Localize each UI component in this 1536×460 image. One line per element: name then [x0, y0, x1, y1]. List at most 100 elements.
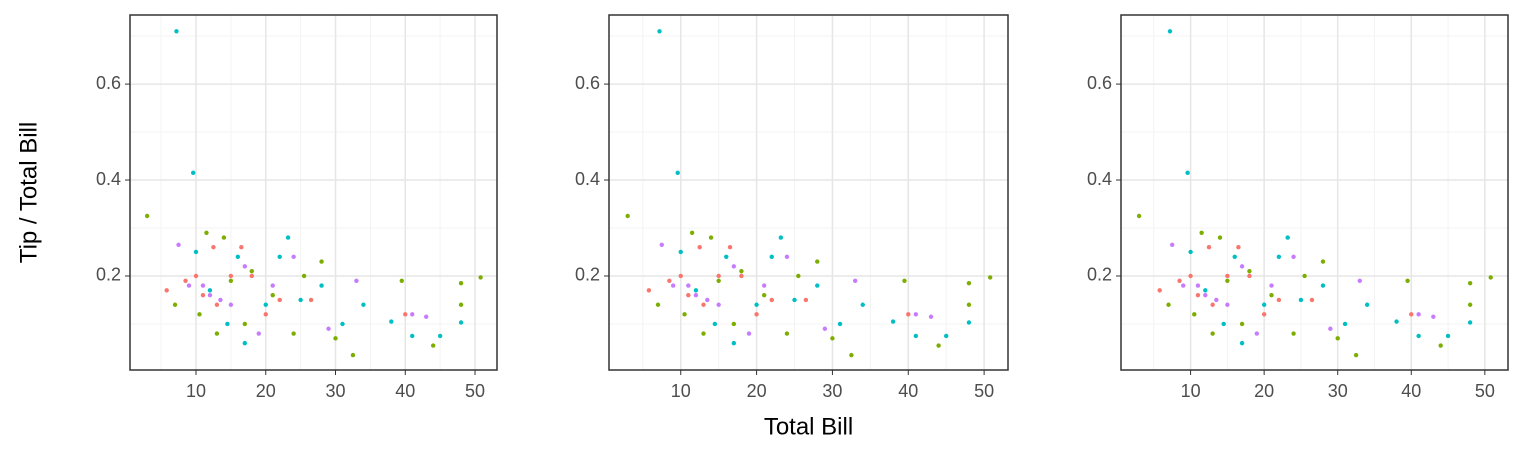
point — [186, 283, 192, 288]
point — [1328, 326, 1333, 331]
point — [1169, 242, 1175, 247]
point — [403, 312, 408, 317]
point — [987, 275, 993, 280]
point — [1320, 259, 1326, 264]
point — [1206, 244, 1212, 250]
point — [966, 320, 972, 325]
point — [191, 170, 196, 176]
point — [625, 213, 630, 219]
point — [1217, 235, 1223, 240]
point — [646, 288, 652, 293]
point — [731, 321, 737, 327]
point — [458, 280, 464, 286]
point — [458, 320, 464, 325]
x-tick-label: 50 — [465, 381, 485, 401]
point — [1261, 312, 1267, 317]
point — [966, 302, 972, 307]
point — [1285, 235, 1290, 240]
point — [852, 278, 858, 283]
point — [193, 273, 199, 279]
point — [1247, 268, 1252, 274]
point — [1254, 331, 1259, 336]
point — [837, 321, 843, 327]
point — [308, 297, 314, 303]
point — [249, 268, 254, 274]
point — [1353, 352, 1359, 358]
point — [1239, 340, 1245, 346]
point — [291, 331, 296, 336]
point — [739, 273, 744, 279]
point — [769, 297, 774, 303]
point — [1188, 273, 1193, 279]
point — [1188, 249, 1193, 255]
point — [716, 278, 721, 283]
point — [1276, 297, 1282, 303]
point — [1416, 312, 1421, 317]
x-tick-label: 40 — [395, 381, 415, 401]
y-tick-label: 0.4 — [575, 169, 600, 189]
point — [242, 264, 248, 269]
point — [326, 326, 331, 331]
point — [943, 333, 949, 339]
point — [1364, 302, 1370, 307]
point — [1445, 333, 1451, 339]
point — [1239, 264, 1245, 269]
point — [144, 213, 150, 219]
point — [1357, 278, 1362, 283]
y-tick-label: 0.2 — [575, 265, 600, 285]
point — [701, 302, 706, 307]
point — [796, 273, 801, 279]
point — [239, 244, 244, 250]
point — [1203, 288, 1208, 293]
x-tick-label: 10 — [671, 381, 691, 401]
panel-border — [1120, 14, 1509, 371]
point — [437, 333, 443, 339]
point — [354, 278, 359, 283]
point — [1269, 283, 1274, 288]
point — [228, 278, 234, 283]
point — [204, 230, 209, 235]
point — [1192, 312, 1197, 317]
point — [1225, 278, 1230, 283]
y-tick-label: 0.4 — [96, 169, 121, 189]
x-tick-label: 40 — [898, 381, 918, 401]
x-axis-label: Total Bill — [764, 413, 853, 440]
point — [655, 302, 661, 307]
point — [1467, 320, 1473, 325]
y-tick-label: 0.4 — [1087, 169, 1112, 189]
point — [727, 244, 733, 250]
point — [176, 242, 181, 247]
point — [890, 319, 896, 324]
point — [333, 336, 338, 341]
point — [754, 312, 759, 317]
point — [693, 292, 699, 298]
point — [705, 297, 710, 303]
x-tick-label: 50 — [974, 381, 994, 401]
point — [263, 312, 268, 317]
point — [678, 273, 683, 279]
point — [693, 288, 699, 293]
point — [686, 283, 691, 288]
point — [1214, 297, 1219, 303]
point — [784, 254, 790, 259]
point — [249, 273, 254, 279]
point — [214, 331, 220, 336]
x-tick-label: 20 — [256, 381, 276, 401]
point — [218, 297, 223, 303]
point — [423, 314, 429, 319]
point — [1236, 244, 1241, 250]
point — [708, 235, 714, 240]
y-tick-label: 0.6 — [1087, 73, 1112, 93]
point — [849, 352, 854, 358]
point — [928, 314, 934, 319]
point — [1335, 336, 1340, 341]
point — [200, 283, 206, 288]
point — [682, 312, 687, 317]
point — [242, 340, 248, 346]
point — [716, 273, 721, 279]
point — [256, 331, 261, 336]
point — [724, 254, 729, 259]
y-tick-label: 0.2 — [96, 265, 121, 285]
